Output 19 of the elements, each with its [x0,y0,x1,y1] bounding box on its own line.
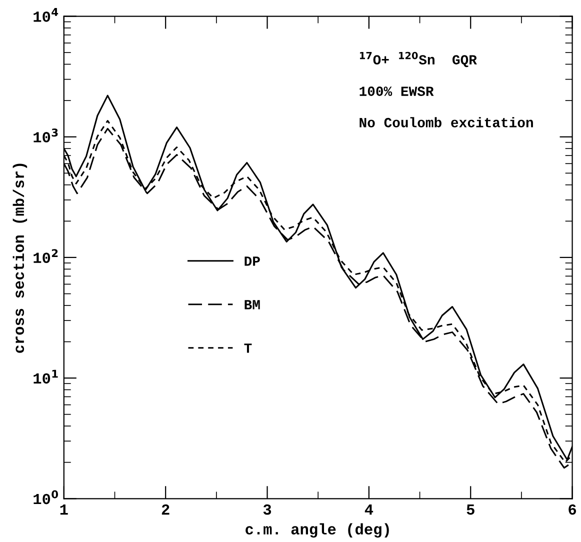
annotation: No Coulomb excitation [360,117,533,128]
legend-label: BM [244,300,260,310]
x-tick-label: 2 [162,504,170,515]
x-tick-label: 3 [263,504,272,515]
legend-label: T [244,344,252,353]
x-tick-label: 6 [568,504,576,515]
annotation: $^{17}$O+ $^{120}$Sn GQR [360,52,477,68]
y-tick-label: 10$^{3}$ [34,128,58,142]
x-tick-label: 1 [60,504,68,515]
legend-label: DP [244,256,260,266]
y-axis-title: cross section (mb/sr) [12,164,28,353]
y-tick-label: 10$^{1}$ [34,370,58,384]
y-tick-label: 10$^{2}$ [34,249,58,264]
x-tick-label: 4 [364,504,374,515]
annotation: 100% EWSR [360,86,434,96]
y-tick-label: 10$^{4}$ [34,8,58,22]
x-axis-title: c.m. angle (deg) [246,523,389,538]
y-tick-label: 10$^{0}$ [34,490,58,504]
x-tick-label: 5 [466,504,474,515]
